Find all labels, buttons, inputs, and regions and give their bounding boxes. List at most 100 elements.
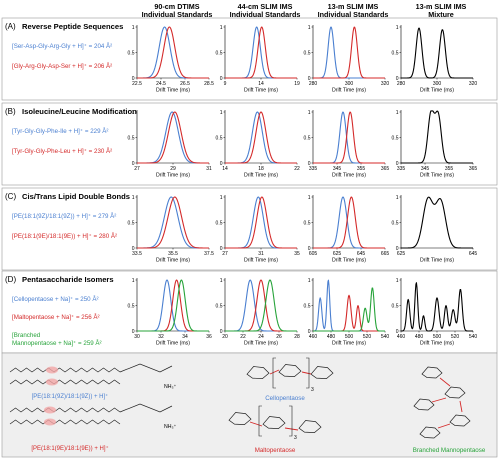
- cellopentaose-structure: 3 Cellopentaose: [246, 357, 334, 402]
- x-axis-label: Drift Time (ms): [244, 341, 278, 347]
- y-tick-label: 1: [220, 25, 223, 31]
- series-line-green: [312, 287, 386, 332]
- y-tick-label: 0: [308, 76, 311, 82]
- y-tick-label: 0: [220, 246, 223, 252]
- drift-time-plot: 0 0.5 1 280 300 320 Drift Time (ms): [392, 25, 478, 94]
- lipid-trans-label: [PE(18:1(9E)/18:1(9E)) + H]⁺: [31, 445, 108, 452]
- x-tick-label: 355: [357, 166, 366, 172]
- series-line-red: [136, 196, 210, 249]
- y-tick-label: 0.5: [216, 135, 223, 141]
- series-line-green: [224, 279, 298, 332]
- y-tick-label: 0: [396, 329, 399, 335]
- x-tick-label: 540: [469, 334, 478, 340]
- section-title: Cis/Trans Lipid Double Bonds: [22, 192, 130, 201]
- sugar-ring: [262, 416, 286, 429]
- section-title: Reverse Peptide Sequences: [22, 22, 123, 31]
- series-line-black: [400, 282, 474, 332]
- x-axis-label: Drift Time (ms): [332, 341, 366, 347]
- x-tick-label: 22.5: [132, 81, 142, 87]
- y-tick-label: 1: [396, 195, 399, 201]
- compound-label: [Ser-Asp-Gly-Arg-Gly + H]⁺ = 204 Å²: [12, 43, 112, 50]
- y-tick-label: 0.5: [392, 50, 399, 56]
- sugar-ring: [449, 414, 471, 427]
- compound-label: [Tyr-Gly-Gly-Phe-Leu + H]⁺ = 230 Å²: [12, 148, 112, 155]
- x-axis-label: Drift Time (ms): [156, 341, 190, 347]
- x-tick-label: 35.5: [168, 251, 178, 257]
- sugar-ring: [298, 420, 322, 433]
- y-tick-label: 1: [132, 25, 135, 31]
- y-tick-label: 1: [396, 278, 399, 284]
- x-tick-label: 320: [381, 81, 390, 87]
- double-bond-highlight: [46, 378, 58, 386]
- section-frame: [1, 17, 498, 101]
- lipid-cis-label: [PE(18:1(9Z)/18:1(9Z)) + H]⁺: [32, 393, 109, 400]
- section-label: (D): [5, 275, 16, 284]
- x-tick-label: 540: [381, 334, 390, 340]
- x-tick-label: 24.5: [156, 81, 166, 87]
- y-tick-label: 1: [132, 195, 135, 201]
- y-tick-label: 0: [308, 246, 311, 252]
- x-tick-label: 645: [469, 251, 478, 257]
- x-tick-label: 28.5: [204, 81, 214, 87]
- series-line-black: [400, 27, 474, 79]
- drift-time-plot: 0 0.5 1 27 31 35 Drift Time (ms): [216, 195, 300, 264]
- sections: (A) Reverse Peptide Sequences [Ser-Asp-Gly…: [1, 17, 498, 354]
- x-axis-label: Drift Time (ms): [156, 88, 190, 94]
- drift-time-plot: 0 0.5 1 335 345 355 365 Drift Time (ms): [392, 110, 478, 179]
- y-tick-label: 0: [132, 76, 135, 82]
- y-tick-label: 0: [132, 329, 135, 335]
- acyl-chain: [9, 407, 121, 413]
- drift-time-plot: 0 0.5 1 22.5 24.5 26.5 28.5 Drift Time (ms): [128, 25, 215, 94]
- x-tick-label: 19: [294, 81, 300, 87]
- y-tick-label: 0: [220, 76, 223, 82]
- series-line-black: [400, 196, 474, 249]
- x-tick-label: 35: [294, 251, 300, 257]
- sugar-ring: [310, 366, 334, 379]
- series-line-red: [224, 111, 298, 164]
- y-tick-label: 0.5: [304, 303, 311, 309]
- y-tick-label: 0.5: [128, 220, 135, 226]
- series-line-green: [136, 279, 210, 332]
- x-tick-label: 300: [345, 81, 354, 87]
- lipid-trans-structure: NH₃⁺ [PE(18:1(9E)/18:1(9E)) + H]⁺: [9, 403, 177, 452]
- glycosidic-bond: [269, 369, 312, 375]
- x-tick-label: 14: [258, 81, 264, 87]
- column-header-subtitle: Individual Standards: [230, 10, 301, 19]
- x-tick-label: 345: [421, 166, 430, 172]
- double-bond-highlight: [44, 418, 56, 426]
- x-tick-label: 24: [258, 334, 264, 340]
- x-tick-label: 26: [276, 334, 282, 340]
- x-tick-label: 280: [309, 81, 318, 87]
- x-tick-label: 32: [158, 334, 164, 340]
- y-tick-label: 1: [308, 110, 311, 116]
- x-axis-label: Drift Time (ms): [156, 173, 190, 179]
- x-tick-label: 27: [134, 166, 140, 172]
- structures-background: [1, 352, 498, 458]
- column-header-title: 90-cm DTIMS: [154, 2, 199, 11]
- x-tick-label: 365: [381, 166, 390, 172]
- x-tick-label: 33.5: [132, 251, 142, 257]
- x-axis-label: Drift Time (ms): [244, 173, 278, 179]
- series-line-blue: [224, 196, 298, 249]
- y-tick-label: 0.5: [216, 303, 223, 309]
- y-tick-label: 0.5: [128, 303, 135, 309]
- x-tick-label: 27: [222, 251, 228, 257]
- drift-time-plot: 0 0.5 1 335 345 355 365 Drift Time (ms): [304, 110, 390, 179]
- x-tick-label: 31: [206, 166, 212, 172]
- lipid-cis-structure: NH₃⁺ [PE(18:1(9Z)/18:1(9Z)) + H]⁺: [9, 363, 177, 400]
- y-tick-label: 0.5: [128, 50, 135, 56]
- y-tick-label: 0: [220, 329, 223, 335]
- x-axis-label: Drift Time (ms): [420, 88, 454, 94]
- acyl-chain: [9, 379, 121, 385]
- sugar-ring: [444, 386, 466, 399]
- ammonium-label: NH₃⁺: [164, 384, 177, 390]
- x-tick-label: 31: [258, 251, 264, 257]
- y-tick-label: 1: [220, 278, 223, 284]
- y-tick-label: 0: [396, 76, 399, 82]
- acyl-chain: [9, 419, 121, 425]
- series-line-blue: [136, 111, 210, 164]
- column-header-title: 13-m SLIM IMS: [416, 2, 467, 11]
- y-tick-label: 0.5: [304, 135, 311, 141]
- y-tick-label: 0.5: [392, 303, 399, 309]
